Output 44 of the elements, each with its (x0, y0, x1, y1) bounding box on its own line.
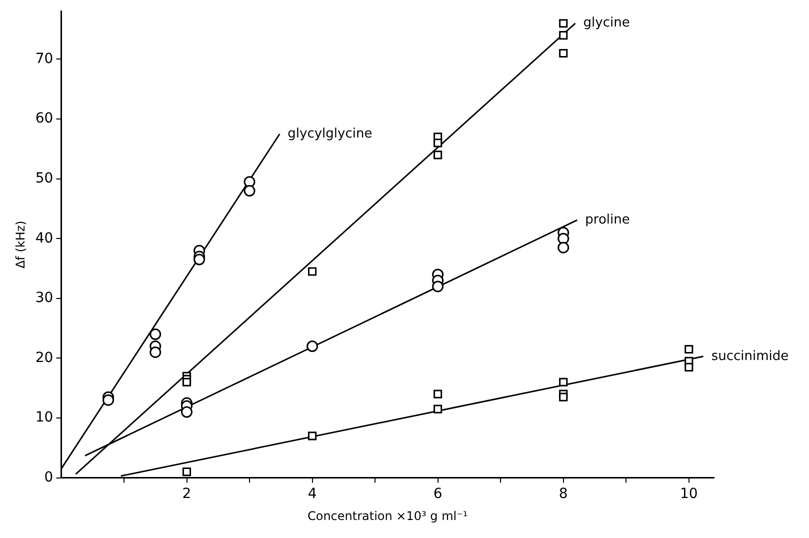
point (432, 280, 444, 292)
point (558, 232, 570, 244)
series-label: succinimide (711, 348, 789, 364)
point (150, 328, 162, 340)
point (559, 19, 568, 28)
point (182, 378, 192, 386)
y-tick-label: 0 (44, 469, 54, 486)
point (559, 392, 568, 402)
y-tick-label: 40 (35, 230, 54, 246)
y-tick-label: 70 (35, 50, 54, 67)
point (434, 150, 442, 160)
x-tick-label: 2 (182, 486, 192, 502)
point (306, 340, 318, 352)
y-tick-label: 50 (35, 170, 54, 186)
point (684, 362, 694, 372)
point (559, 378, 568, 386)
x-axis-title: Concentration ×10³ g ml⁻¹ (307, 508, 468, 523)
series-label: glycylglycine (288, 126, 372, 142)
point (559, 48, 568, 58)
point (244, 185, 256, 197)
y-tick-label: 30 (35, 290, 54, 306)
y-tick-label: 20 (35, 350, 54, 366)
point (558, 242, 570, 254)
point (684, 344, 694, 354)
point (181, 406, 192, 418)
x-tick-label: 8 (558, 486, 568, 502)
y-axis-title: Δf (kHz) (13, 220, 28, 269)
point (434, 404, 442, 414)
point (182, 468, 192, 476)
x-tick-label: 10 (680, 486, 698, 502)
series-label: glycine (583, 16, 630, 31)
point (308, 267, 317, 276)
y-tick-label: 60 (35, 110, 54, 127)
point (102, 394, 114, 406)
series-label: proline (585, 212, 630, 228)
point (150, 346, 162, 358)
x-tick-label: 6 (433, 486, 442, 502)
point (559, 31, 568, 40)
y-tick-label: 10 (35, 410, 54, 426)
point (194, 254, 206, 266)
x-tick-label: 4 (308, 486, 317, 502)
point (308, 432, 317, 440)
point (434, 138, 442, 148)
point (434, 390, 442, 398)
